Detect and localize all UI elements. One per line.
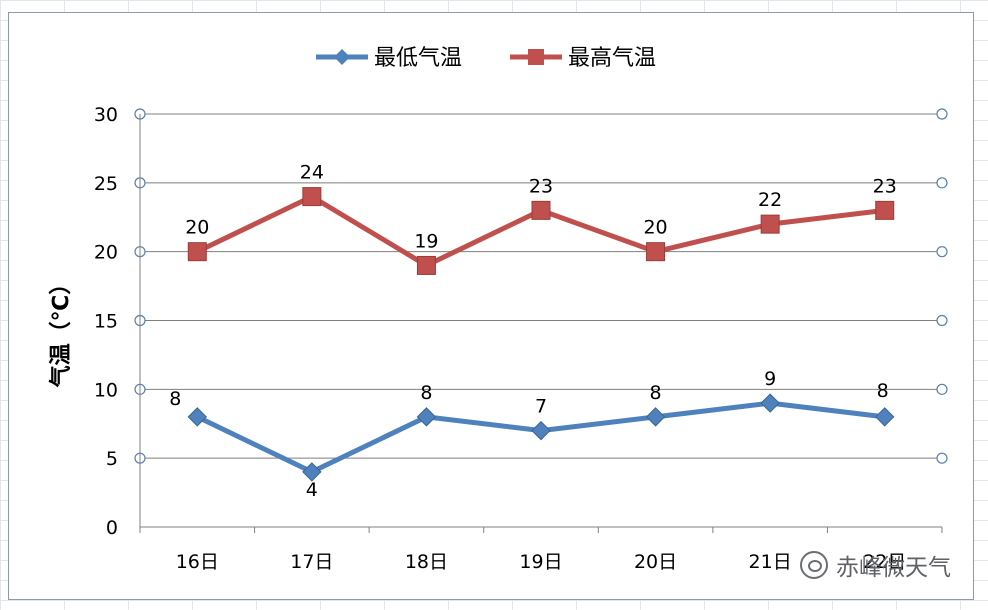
y-tick-label: 5 [106,448,118,470]
data-label: 23 [873,175,897,197]
data-point[interactable] [760,393,780,413]
data-label: 8 [169,388,181,410]
x-tick-label: 16日 [176,551,219,573]
data-label: 22 [758,189,782,211]
data-point[interactable] [302,462,322,482]
wechat-icon [800,551,828,579]
handle-right [936,383,948,395]
handle-right [936,246,948,258]
watermark: 赤峰微天气 [800,548,951,582]
data-point[interactable] [875,200,895,220]
x-tick-label: 17日 [290,551,333,573]
y-tick-label: 15 [94,311,118,333]
data-label: 8 [877,380,889,402]
data-point[interactable] [645,407,666,427]
data-point[interactable] [187,407,207,427]
data-point[interactable] [187,242,207,262]
y-tick-label: 25 [94,173,118,195]
x-tick-label: 18日 [405,551,448,573]
data-label: 20 [643,217,667,239]
data-point[interactable] [531,420,551,441]
y-tick-label: 20 [94,242,118,264]
handle-right [936,177,948,189]
legend-label: 最低气温 [374,46,462,71]
watermark-text: 赤峰微天气 [836,555,951,581]
data-label: 8 [420,382,432,404]
x-tick-label: 19日 [519,551,562,573]
data-point[interactable] [646,242,666,262]
x-tick-label: 22日 [863,551,906,573]
handle-right [936,452,948,464]
data-point[interactable] [875,407,895,427]
y-axis-title: 气温（℃） [48,273,74,389]
data-point[interactable] [416,407,437,427]
y-tick-label: 30 [94,104,118,126]
data-label: 4 [306,479,318,501]
data-label: 24 [300,162,324,184]
data-label: 23 [529,175,553,197]
x-tick-label: 20日 [634,551,677,573]
x-tick-label: 21日 [749,551,792,573]
handle-right [936,314,948,327]
handle-right [936,108,948,120]
data-point[interactable] [760,214,780,234]
legend-marker [528,49,544,65]
data-label: 7 [535,396,547,418]
data-point[interactable] [531,200,551,220]
data-label: 20 [185,217,209,239]
data-label: 19 [414,230,438,252]
y-tick-label: 10 [94,379,118,401]
data-label: 9 [764,368,776,390]
data-point[interactable] [302,187,322,207]
legend-marker [334,49,350,65]
data-label: 8 [650,382,662,404]
y-tick-label: 0 [106,517,118,539]
data-point[interactable] [416,255,436,275]
legend-label: 最高气温 [568,46,656,71]
chart-area[interactable] [8,12,974,600]
